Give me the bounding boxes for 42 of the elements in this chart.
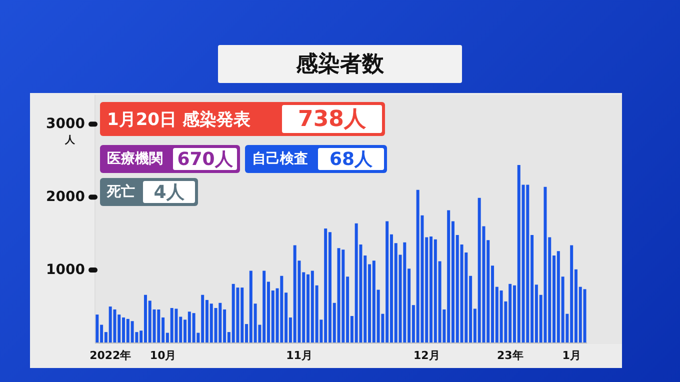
y-tick-label: 3000 xyxy=(46,116,86,132)
bar xyxy=(403,242,406,343)
bar xyxy=(232,284,235,343)
bar xyxy=(113,309,116,343)
annotation: 死亡 xyxy=(106,183,136,201)
bar xyxy=(108,306,112,343)
annotation: 医療機関 xyxy=(106,150,164,168)
bar xyxy=(96,314,99,343)
y-tick-label: 2000 xyxy=(46,189,86,206)
x-tick-label: 12月 xyxy=(414,348,440,362)
annotation: 738人 xyxy=(282,105,382,133)
bar xyxy=(544,186,547,343)
y-axis-title: 人 xyxy=(64,134,76,147)
annotation: 自己検査 xyxy=(251,150,309,168)
x-tick-label: 10月 xyxy=(150,348,176,362)
x-tick-label: 23年 xyxy=(496,348,524,362)
bar xyxy=(293,245,296,343)
annotation: 4人 xyxy=(143,181,195,203)
chart-title: 感染者数 xyxy=(218,45,462,83)
bar xyxy=(416,190,420,343)
x-tick-label: 11月 xyxy=(286,348,312,362)
annotation: 1月20日 感染発表 xyxy=(106,108,252,130)
bar xyxy=(157,309,160,343)
x-tick-label: 1月 xyxy=(562,348,581,362)
bar xyxy=(218,302,222,343)
bar xyxy=(500,290,503,343)
bar xyxy=(342,250,345,343)
annotation: 670人 xyxy=(173,148,237,170)
bar xyxy=(337,248,340,343)
bar xyxy=(170,308,174,343)
x-tick-label: 2022年 xyxy=(90,348,132,362)
bar xyxy=(174,308,178,343)
bar xyxy=(526,184,530,343)
bar xyxy=(192,313,196,343)
bar xyxy=(583,289,586,343)
bar xyxy=(236,288,240,343)
bar xyxy=(354,223,358,343)
annotation: 68人 xyxy=(318,148,384,170)
bar xyxy=(478,198,481,343)
bar xyxy=(280,276,284,343)
bar xyxy=(130,321,134,343)
y-tick-label: 1000 xyxy=(46,262,86,278)
